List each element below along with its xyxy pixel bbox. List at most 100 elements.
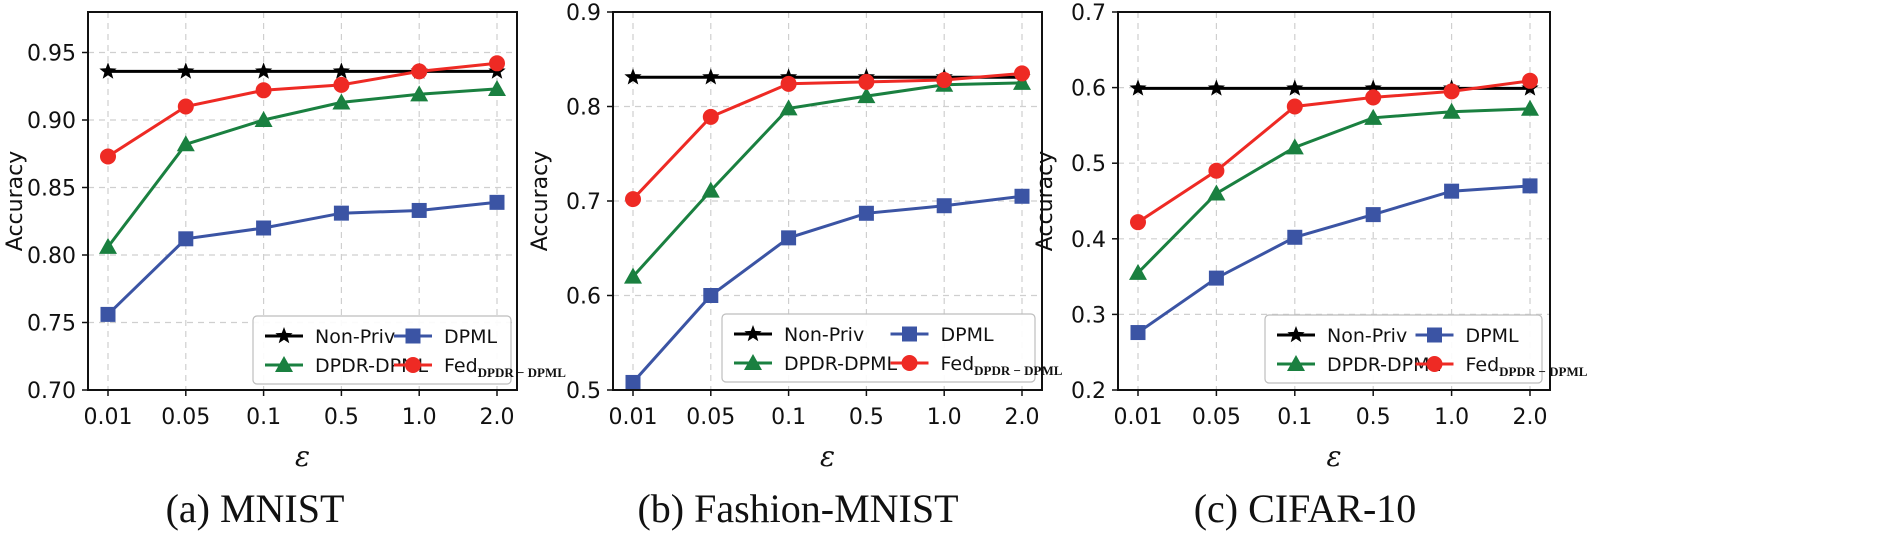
legend-marker-non-priv [275, 327, 293, 344]
x-tick-label: 0.01 [1114, 405, 1163, 430]
data-point-dpdr-dpml [624, 267, 642, 284]
data-point-non-priv [332, 62, 350, 79]
data-point-dpml [703, 288, 719, 303]
data-point-dpdr-dpml [1013, 73, 1031, 90]
y-tick-label: 0.6 [566, 285, 601, 310]
panel-caption: (c) CIFAR-10 [1194, 486, 1417, 531]
data-point-fed [177, 98, 194, 115]
legend-label: DPML [941, 324, 994, 346]
x-tick-label: 0.5 [1356, 405, 1391, 430]
x-axis-label: ε [820, 440, 835, 473]
panel-caption: (a) MNIST [166, 486, 345, 531]
data-point-dpdr-dpml [410, 85, 429, 102]
y-tick-label: 0.80 [27, 244, 76, 269]
data-point-dpml [1130, 325, 1146, 341]
legend-label: DPDR-DPML [784, 353, 897, 375]
series-line-dpdr-dpml [1136, 107, 1531, 274]
data-point-fed [489, 55, 505, 72]
series-line-fed [1137, 79, 1531, 224]
data-point-dpml [1287, 229, 1303, 245]
x-tick-label: 1.0 [402, 405, 437, 430]
legend-box [721, 313, 1036, 383]
chart-panel-1: 0.70 0.75 0.80 0.85 0.90 0.95 0.01 0.05 0.1 0.5 1.… [3, 11, 567, 531]
legend-label: Non-Priv [1327, 325, 1407, 347]
legend-label: DPML [1466, 325, 1519, 347]
legend-label: DPDR-DPML [315, 355, 428, 377]
y-tick-label: 0.70 [27, 379, 76, 404]
data-point-dpdr-dpml [701, 181, 720, 198]
y-tick-label: 0.90 [27, 109, 76, 134]
series-line-dpml [106, 200, 498, 316]
data-point-fed [1286, 98, 1303, 115]
plot-frame [612, 11, 1043, 391]
data-point-dpdr-dpml [332, 93, 351, 110]
data-point-dpml [781, 230, 797, 246]
legend-label: Non-Priv [315, 326, 395, 348]
data-point-fed [858, 73, 875, 90]
x-tick-label: 1.0 [927, 405, 962, 430]
data-point-dpml [1522, 178, 1538, 194]
y-tick-label: 0.5 [1071, 152, 1106, 177]
data-point-fed [100, 148, 116, 165]
legend-marker-fed [1426, 356, 1443, 372]
data-point-fed [333, 76, 350, 93]
x-tick-label: 0.5 [849, 405, 884, 430]
data-point-dpdr-dpml [779, 99, 798, 116]
data-point-dpdr-dpml [1129, 263, 1147, 280]
y-tick-label: 0.9 [566, 1, 601, 26]
legend-marker-fed [405, 357, 421, 373]
data-point-dpml [1365, 207, 1381, 223]
data-point-fed [1522, 72, 1538, 89]
data-point-fed [255, 82, 272, 99]
data-point-dpdr-dpml [99, 237, 117, 254]
x-tick-label: 0.1 [771, 405, 806, 430]
y-axis-label: Accuracy [528, 151, 553, 251]
data-point-dpml [936, 198, 952, 214]
x-tick-label: 0.5 [324, 405, 359, 430]
legend-marker-non-priv [1287, 326, 1305, 343]
legend-marker-dpdr-dpml [275, 356, 293, 372]
x-tick-label: 2.0 [480, 405, 515, 430]
legend-box [1264, 314, 1543, 384]
data-point-non-priv [1364, 79, 1382, 96]
x-tick-label: 0.05 [1192, 405, 1241, 430]
legend-label-subscript: DPDR − DPML [478, 365, 567, 380]
y-tick-label: 0.6 [1071, 77, 1106, 102]
y-tick-label: 0.2 [1071, 379, 1106, 404]
data-point-fed [702, 108, 719, 125]
data-point-dpml [178, 231, 194, 247]
data-point-fed [1443, 83, 1460, 100]
series-line-dpdr-dpml [106, 87, 498, 248]
y-tick-label: 0.3 [1071, 303, 1106, 328]
data-point-dpml [858, 205, 874, 221]
data-point-dpdr-dpml [857, 87, 876, 104]
data-point-fed [625, 191, 641, 208]
data-point-dpml [256, 220, 272, 236]
data-point-dpdr-dpml [1521, 99, 1539, 116]
data-point-non-priv [99, 62, 117, 79]
legend-label-subscript: DPDR − DPML [1499, 364, 1588, 379]
x-tick-label: 0.1 [1277, 405, 1312, 430]
data-point-fed [936, 72, 953, 89]
data-point-dpml [489, 194, 505, 210]
data-point-dpml [333, 205, 349, 221]
data-point-non-priv [624, 68, 642, 85]
data-point-fed [1014, 65, 1030, 82]
y-tick-label: 0.5 [566, 379, 601, 404]
legend-marker-dpml [902, 326, 917, 342]
x-tick-label: 0.05 [161, 405, 210, 430]
data-point-fed [1130, 214, 1146, 231]
y-tick-label: 0.7 [1071, 1, 1106, 26]
data-point-dpdr-dpml [1207, 184, 1226, 201]
legend-marker-non-priv [744, 325, 762, 342]
y-tick-label: 0.95 [27, 42, 76, 67]
x-tick-label: 0.1 [246, 405, 281, 430]
legend-label: Non-Priv [784, 324, 864, 346]
data-point-dpml [1014, 188, 1030, 204]
data-point-fed [1208, 162, 1225, 179]
legend-marker-dpdr-dpml [744, 354, 762, 370]
series-line-dpml [631, 194, 1023, 384]
legend-label: DPML [444, 326, 497, 348]
